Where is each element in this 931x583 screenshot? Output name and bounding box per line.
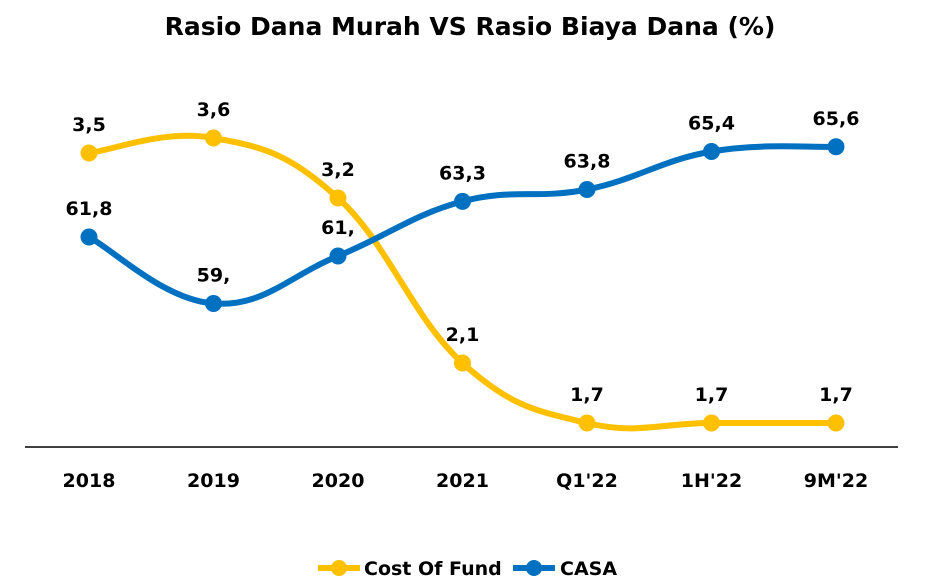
- chart-title: Rasio Dana Murah VS Rasio Biaya Dana (%): [165, 12, 776, 41]
- data-point: [329, 247, 347, 265]
- data-label: 65,4: [688, 113, 735, 135]
- data-point: [80, 228, 98, 246]
- data-label: 1,7: [695, 384, 729, 406]
- data-label: 1,7: [819, 384, 853, 406]
- data-point: [205, 295, 222, 312]
- data-point: [80, 144, 98, 162]
- plot-area: 3,53,63,22,11,7 1,7 1,761,859,61,63,363,86…: [66, 99, 860, 432]
- x-tick-label: Q1'22: [556, 470, 618, 492]
- x-tick-label: 2019: [187, 470, 240, 492]
- data-label: 2,1: [446, 324, 480, 346]
- data-point: [703, 143, 720, 160]
- data-label: 1,7: [570, 384, 604, 406]
- legend-item: Cost Of Fund: [318, 558, 502, 580]
- data-point: [703, 414, 720, 432]
- data-point: [827, 138, 845, 156]
- series-cost-of-fund: 3,5 3,6 3,2 2,1 1,7 1,7 1,7: [72, 99, 853, 432]
- data-point: [578, 414, 596, 432]
- data-label: 3,2: [321, 159, 355, 181]
- data-point: [827, 414, 845, 432]
- x-tick-label: 2021: [436, 470, 489, 492]
- data-label: 63,3: [439, 162, 486, 184]
- data-point: [329, 189, 347, 207]
- legend: Cost Of Fund CASA: [318, 558, 617, 580]
- x-tick-label: 2020: [312, 470, 365, 492]
- data-label: 61,8: [66, 198, 113, 220]
- series-casa: 61,8 59, 61, 63,3 63,8 65,4 65,6: [66, 108, 860, 312]
- data-point: [454, 192, 471, 210]
- data-label: 61,: [321, 217, 355, 239]
- x-axis-ticks: 2018 2019 2020 2021 Q1'22 1H'22 9M'22: [63, 470, 869, 492]
- legend-item: CASA: [513, 558, 617, 580]
- x-tick-label: 1H'22: [681, 470, 742, 492]
- data-point: [578, 181, 596, 198]
- legend-marker: [331, 560, 347, 576]
- data-label: 65,6: [813, 108, 860, 130]
- legend-marker: [526, 560, 542, 576]
- data-label: 63,8: [564, 151, 611, 173]
- legend-label: CASA: [560, 558, 617, 580]
- data-point: [454, 354, 471, 372]
- x-tick-label: 9M'22: [804, 470, 868, 492]
- data-point: [205, 129, 222, 147]
- x-tick-label: 2018: [63, 470, 116, 492]
- legend-label: Cost Of Fund: [364, 558, 502, 580]
- data-label: 3,6: [197, 99, 231, 121]
- data-label: 59,: [197, 265, 231, 287]
- data-label: 3,5: [72, 114, 106, 136]
